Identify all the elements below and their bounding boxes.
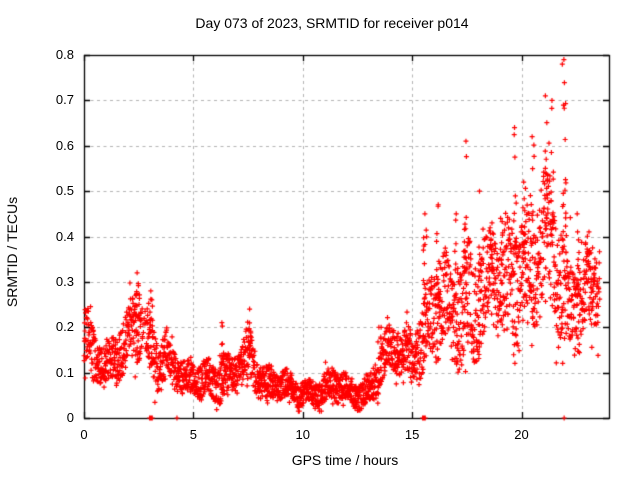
x-tick-label: 20 xyxy=(514,427,529,442)
x-tick-label: 5 xyxy=(189,427,197,442)
x-tick-label: 15 xyxy=(404,427,420,442)
y-tick-label: 0.8 xyxy=(55,47,74,62)
y-tick-label: 0.4 xyxy=(55,228,74,244)
x-tick-label: 10 xyxy=(295,427,310,442)
y-tick-label: 0.1 xyxy=(55,364,74,380)
y-tick-label: 0.7 xyxy=(55,92,74,108)
y-axis-label: SRMTID / TECUs xyxy=(4,196,20,308)
y-tick-label: 0.5 xyxy=(55,183,74,199)
chart-title: Day 073 of 2023, SRMTID for receiver p01… xyxy=(195,15,469,31)
y-tick-label: 0.6 xyxy=(55,137,74,153)
y-tick-label: 0.2 xyxy=(55,319,74,335)
x-axis-label: GPS time / hours xyxy=(291,452,399,468)
y-tick-label: 0.3 xyxy=(55,273,74,289)
x-tick-label: 0 xyxy=(80,427,88,442)
y-tick-label: 0 xyxy=(66,410,74,425)
